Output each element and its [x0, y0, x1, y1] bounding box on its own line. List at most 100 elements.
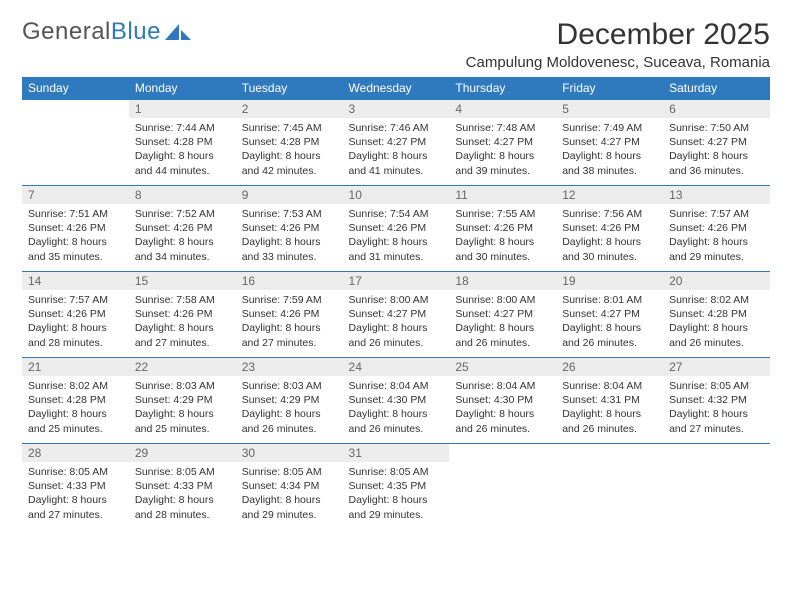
day-line-sunrise: Sunrise: 7:57 AM	[28, 293, 123, 307]
day-line-dl1: Daylight: 8 hours	[562, 321, 657, 335]
calendar-cell: 13Sunrise: 7:57 AMSunset: 4:26 PMDayligh…	[663, 186, 770, 272]
day-line-dl1: Daylight: 8 hours	[562, 407, 657, 421]
logo: GeneralBlue	[22, 18, 191, 46]
day-line-dl2: and 36 minutes.	[669, 164, 764, 178]
weekday-header: Monday	[129, 77, 236, 100]
calendar-row: 14Sunrise: 7:57 AMSunset: 4:26 PMDayligh…	[22, 272, 770, 358]
day-number: 24	[343, 358, 450, 376]
day-line-sunrise: Sunrise: 8:05 AM	[135, 465, 230, 479]
day-line-dl2: and 26 minutes.	[349, 336, 444, 350]
day-number: 10	[343, 186, 450, 204]
day-content: Sunrise: 7:44 AMSunset: 4:28 PMDaylight:…	[129, 118, 236, 182]
day-line-dl1: Daylight: 8 hours	[242, 149, 337, 163]
day-line-dl2: and 28 minutes.	[135, 508, 230, 522]
day-line-dl2: and 26 minutes.	[455, 336, 550, 350]
day-number: 31	[343, 444, 450, 462]
day-line-sunset: Sunset: 4:30 PM	[455, 393, 550, 407]
logo-sail-icon	[165, 22, 191, 42]
day-line-dl1: Daylight: 8 hours	[28, 321, 123, 335]
weekday-header: Friday	[556, 77, 663, 100]
day-number: 5	[556, 100, 663, 118]
day-line-dl2: and 42 minutes.	[242, 164, 337, 178]
day-content: Sunrise: 7:48 AMSunset: 4:27 PMDaylight:…	[449, 118, 556, 182]
day-line-sunrise: Sunrise: 7:58 AM	[135, 293, 230, 307]
day-line-dl1: Daylight: 8 hours	[562, 235, 657, 249]
day-number: 4	[449, 100, 556, 118]
day-line-sunrise: Sunrise: 8:05 AM	[669, 379, 764, 393]
calendar-cell: 27Sunrise: 8:05 AMSunset: 4:32 PMDayligh…	[663, 358, 770, 444]
calendar-cell: 26Sunrise: 8:04 AMSunset: 4:31 PMDayligh…	[556, 358, 663, 444]
day-line-dl2: and 41 minutes.	[349, 164, 444, 178]
day-line-sunset: Sunset: 4:35 PM	[349, 479, 444, 493]
day-line-dl1: Daylight: 8 hours	[135, 493, 230, 507]
day-line-sunrise: Sunrise: 8:00 AM	[455, 293, 550, 307]
day-line-sunrise: Sunrise: 7:56 AM	[562, 207, 657, 221]
calendar-cell: 16Sunrise: 7:59 AMSunset: 4:26 PMDayligh…	[236, 272, 343, 358]
day-number: 15	[129, 272, 236, 290]
calendar-cell: 3Sunrise: 7:46 AMSunset: 4:27 PMDaylight…	[343, 100, 450, 186]
day-line-dl1: Daylight: 8 hours	[28, 235, 123, 249]
calendar-cell: .	[22, 100, 129, 186]
calendar-row: 21Sunrise: 8:02 AMSunset: 4:28 PMDayligh…	[22, 358, 770, 444]
day-line-dl1: Daylight: 8 hours	[669, 407, 764, 421]
calendar-cell: 10Sunrise: 7:54 AMSunset: 4:26 PMDayligh…	[343, 186, 450, 272]
day-line-dl1: Daylight: 8 hours	[242, 321, 337, 335]
day-content: Sunrise: 8:05 AMSunset: 4:34 PMDaylight:…	[236, 462, 343, 526]
day-line-sunrise: Sunrise: 7:50 AM	[669, 121, 764, 135]
calendar-cell	[556, 444, 663, 530]
day-line-sunrise: Sunrise: 7:45 AM	[242, 121, 337, 135]
day-line-sunset: Sunset: 4:34 PM	[242, 479, 337, 493]
day-line-sunrise: Sunrise: 8:01 AM	[562, 293, 657, 307]
weekday-header-row: Sunday Monday Tuesday Wednesday Thursday…	[22, 77, 770, 100]
day-line-dl2: and 30 minutes.	[455, 250, 550, 264]
day-line-sunset: Sunset: 4:26 PM	[28, 221, 123, 235]
calendar-cell: 4Sunrise: 7:48 AMSunset: 4:27 PMDaylight…	[449, 100, 556, 186]
day-line-dl1: Daylight: 8 hours	[669, 235, 764, 249]
day-line-sunset: Sunset: 4:26 PM	[562, 221, 657, 235]
day-line-dl2: and 26 minutes.	[562, 336, 657, 350]
calendar-cell: 15Sunrise: 7:58 AMSunset: 4:26 PMDayligh…	[129, 272, 236, 358]
day-line-sunrise: Sunrise: 8:02 AM	[669, 293, 764, 307]
calendar-cell: 20Sunrise: 8:02 AMSunset: 4:28 PMDayligh…	[663, 272, 770, 358]
day-line-sunrise: Sunrise: 7:53 AM	[242, 207, 337, 221]
day-line-dl2: and 26 minutes.	[349, 422, 444, 436]
day-line-dl2: and 29 minutes.	[242, 508, 337, 522]
calendar-row: 7Sunrise: 7:51 AMSunset: 4:26 PMDaylight…	[22, 186, 770, 272]
day-line-dl1: Daylight: 8 hours	[455, 407, 550, 421]
day-line-sunrise: Sunrise: 8:03 AM	[242, 379, 337, 393]
day-line-dl1: Daylight: 8 hours	[349, 407, 444, 421]
calendar-cell: 28Sunrise: 8:05 AMSunset: 4:33 PMDayligh…	[22, 444, 129, 530]
day-line-sunset: Sunset: 4:30 PM	[349, 393, 444, 407]
day-line-sunset: Sunset: 4:26 PM	[455, 221, 550, 235]
day-line-sunset: Sunset: 4:33 PM	[135, 479, 230, 493]
day-content: Sunrise: 7:57 AMSunset: 4:26 PMDaylight:…	[22, 290, 129, 354]
day-line-sunset: Sunset: 4:27 PM	[349, 307, 444, 321]
calendar-cell: 24Sunrise: 8:04 AMSunset: 4:30 PMDayligh…	[343, 358, 450, 444]
day-line-dl2: and 44 minutes.	[135, 164, 230, 178]
day-line-dl1: Daylight: 8 hours	[28, 493, 123, 507]
day-line-sunrise: Sunrise: 8:05 AM	[242, 465, 337, 479]
calendar-cell: 9Sunrise: 7:53 AMSunset: 4:26 PMDaylight…	[236, 186, 343, 272]
day-number: 2	[236, 100, 343, 118]
logo-text-1: General	[22, 18, 111, 46]
day-line-dl2: and 27 minutes.	[135, 336, 230, 350]
day-content: Sunrise: 8:02 AMSunset: 4:28 PMDaylight:…	[663, 290, 770, 354]
day-number: 3	[343, 100, 450, 118]
day-line-dl2: and 28 minutes.	[28, 336, 123, 350]
calendar-cell: 21Sunrise: 8:02 AMSunset: 4:28 PMDayligh…	[22, 358, 129, 444]
day-content: Sunrise: 8:04 AMSunset: 4:31 PMDaylight:…	[556, 376, 663, 440]
calendar-cell: 12Sunrise: 7:56 AMSunset: 4:26 PMDayligh…	[556, 186, 663, 272]
day-line-dl1: Daylight: 8 hours	[669, 321, 764, 335]
day-line-dl1: Daylight: 8 hours	[135, 149, 230, 163]
day-line-dl2: and 39 minutes.	[455, 164, 550, 178]
day-line-sunrise: Sunrise: 8:05 AM	[349, 465, 444, 479]
day-content: Sunrise: 8:05 AMSunset: 4:35 PMDaylight:…	[343, 462, 450, 526]
day-number: 6	[663, 100, 770, 118]
day-content: Sunrise: 8:01 AMSunset: 4:27 PMDaylight:…	[556, 290, 663, 354]
day-line-dl2: and 29 minutes.	[349, 508, 444, 522]
title-block: December 2025	[557, 18, 770, 52]
day-line-sunrise: Sunrise: 8:05 AM	[28, 465, 123, 479]
day-line-dl1: Daylight: 8 hours	[135, 235, 230, 249]
day-line-dl1: Daylight: 8 hours	[455, 149, 550, 163]
day-line-dl2: and 30 minutes.	[562, 250, 657, 264]
